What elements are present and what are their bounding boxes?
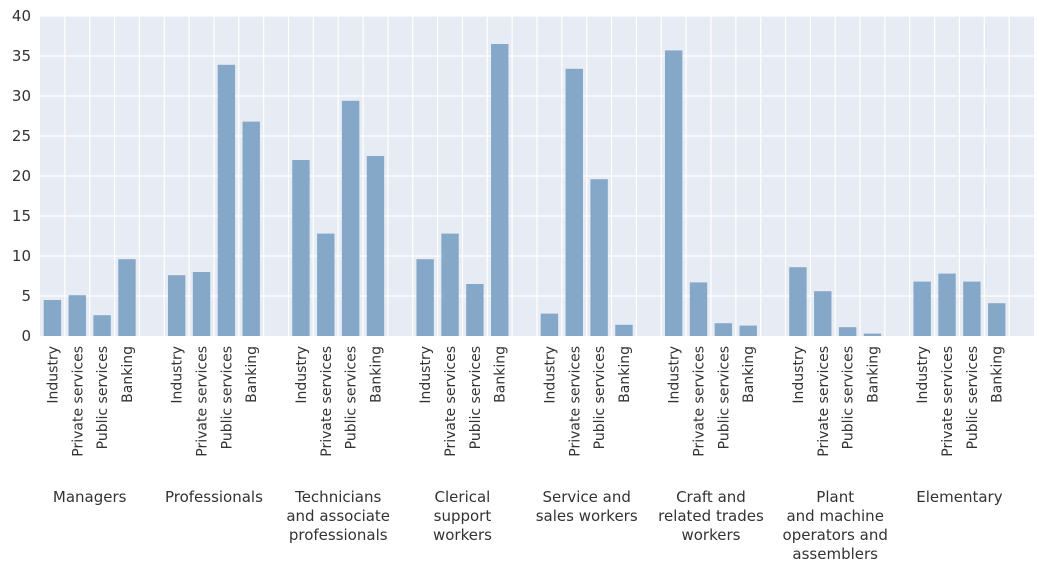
x-subcategory-label: Public services <box>95 346 111 449</box>
x-subcategory-label: Private services <box>567 346 583 457</box>
x-subcategory-label: Banking <box>244 346 260 403</box>
bar <box>68 295 86 336</box>
x-group-label: Technicians and associate professionals <box>286 488 390 544</box>
bar <box>689 282 708 336</box>
x-group-label: Service and sales workers <box>536 488 638 525</box>
bar <box>863 333 882 336</box>
bar <box>491 44 509 336</box>
y-tick-label: 0 <box>21 327 31 345</box>
x-subcategory-label: Private services <box>70 346 86 457</box>
bar <box>838 327 857 336</box>
grid-layer <box>40 15 1034 336</box>
x-subcategory-label: Industry <box>915 346 931 404</box>
x-subcategory-label: Banking <box>865 346 881 403</box>
x-subcategory-label: Industry <box>791 346 807 404</box>
bar <box>292 160 310 336</box>
x-subcategory-label: Private services <box>443 346 459 457</box>
bar <box>43 300 62 336</box>
bar <box>938 273 956 336</box>
y-tick-label: 40 <box>12 7 31 25</box>
bar <box>466 284 484 336</box>
bar <box>192 272 211 336</box>
bar <box>441 233 459 336</box>
x-subcategory-label: Public services <box>841 346 857 449</box>
y-tick-label: 35 <box>12 47 31 65</box>
bar <box>739 325 757 336</box>
x-subcategory-label: Public services <box>965 346 981 449</box>
bar <box>167 275 186 336</box>
bar <box>242 121 260 336</box>
x-subcategory-label: Industry <box>542 346 558 404</box>
x-subcategory-label: Private services <box>692 346 708 457</box>
bar <box>590 179 608 336</box>
x-subcategory-label: Banking <box>741 346 757 403</box>
x-subcategory-label: Public services <box>592 346 608 449</box>
bar <box>540 313 559 336</box>
x-subcategory-label: Private services <box>816 346 832 457</box>
bar <box>317 233 335 336</box>
x-subcategory-label: Banking <box>493 346 509 403</box>
bar <box>366 156 385 336</box>
y-tick-label: 15 <box>12 207 31 225</box>
x-subcategory-label: Banking <box>120 346 136 403</box>
x-subcategory-label: Industry <box>170 346 186 404</box>
bar <box>714 323 733 336</box>
bar <box>988 303 1006 336</box>
bar <box>93 315 111 336</box>
x-group-label: Craft and related trades workers <box>658 488 764 544</box>
bar <box>814 291 832 336</box>
bar <box>416 259 434 336</box>
x-subcategory-label: Banking <box>990 346 1006 403</box>
y-tick-label: 10 <box>12 247 31 265</box>
x-subcategory-label: Industry <box>418 346 434 404</box>
x-subcategory-label: Industry <box>667 346 683 404</box>
x-subcategory-label: Public services <box>344 346 360 449</box>
bar <box>913 281 931 336</box>
bar-layer <box>43 44 1006 337</box>
x-subcategory-label: Banking <box>617 346 633 403</box>
x-subcategory-label: Public services <box>468 346 484 449</box>
x-group-label: Managers <box>53 488 127 506</box>
bar <box>664 50 683 337</box>
x-subcategory-label: Private services <box>195 346 211 457</box>
x-subcategory-label: Private services <box>319 346 335 457</box>
bar <box>341 100 360 336</box>
y-tick-label: 20 <box>12 167 31 185</box>
bar <box>118 259 136 336</box>
x-subcategory-label: Industry <box>45 346 61 404</box>
x-axis-subcategory-labels: Industry Private services Public services B… <box>45 346 1005 457</box>
bar <box>217 64 236 337</box>
bar <box>615 324 633 336</box>
y-tick-label: 5 <box>21 287 31 305</box>
x-group-label: Clerical support workers <box>433 488 492 544</box>
y-axis-ticks: 0 5 10 15 20 25 30 35 40 <box>12 7 31 345</box>
y-tick-label: 25 <box>12 127 31 145</box>
bar <box>565 68 583 337</box>
x-subcategory-label: Public services <box>219 346 235 449</box>
x-group-label: Elementary <box>916 488 1002 506</box>
x-group-label: Plant and machine operators and assemblers <box>783 488 888 562</box>
x-subcategory-label: Private services <box>940 346 956 457</box>
x-group-label: Professionals <box>165 488 263 506</box>
x-axis-group-labels: Managers Professionals Technicians and asso… <box>53 488 1003 562</box>
y-tick-label: 30 <box>12 87 31 105</box>
x-subcategory-label: Public services <box>716 346 732 449</box>
bar <box>789 267 807 336</box>
x-subcategory-label: Banking <box>368 346 384 403</box>
x-subcategory-label: Industry <box>294 346 310 404</box>
bar <box>963 281 981 336</box>
